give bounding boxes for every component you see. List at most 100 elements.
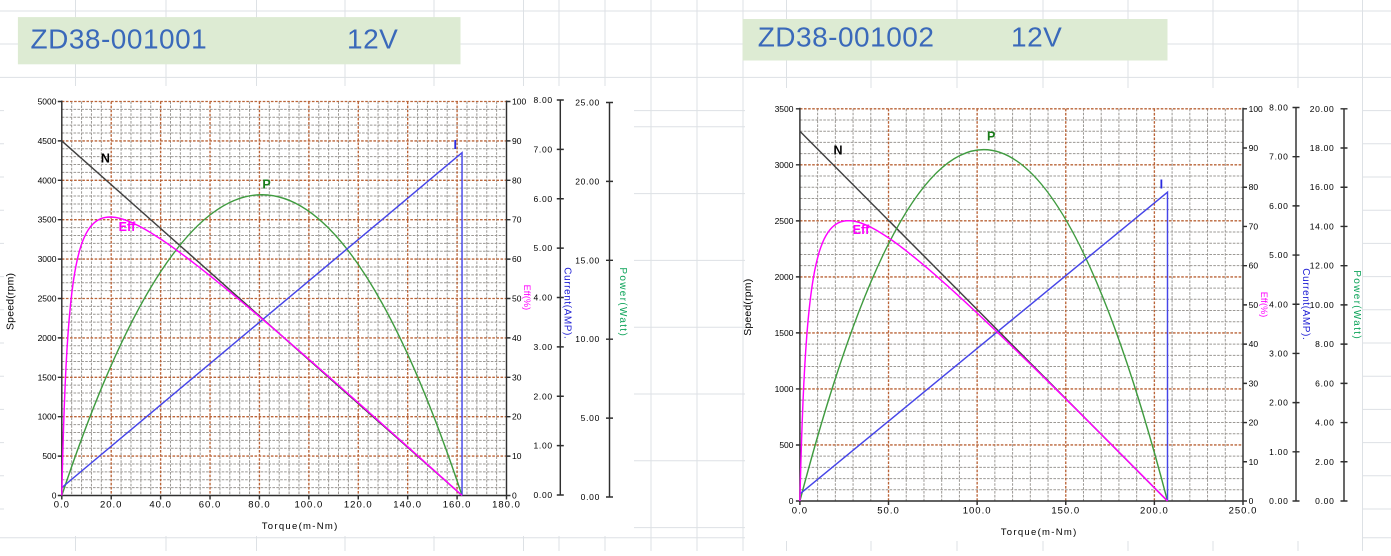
svg-text:100: 100 [512, 97, 526, 107]
svg-text:25.00: 25.00 [575, 98, 600, 108]
svg-text:180.0: 180.0 [492, 500, 521, 511]
svg-text:0.00: 0.00 [1315, 496, 1334, 506]
svg-text:6.00: 6.00 [533, 194, 552, 204]
svg-text:20.00: 20.00 [575, 176, 600, 186]
svg-text:Torque(m-Nm): Torque(m-Nm) [1001, 527, 1077, 538]
svg-text:Eff(%): Eff(%) [522, 285, 532, 311]
svg-text:90: 90 [1249, 143, 1259, 153]
svg-text:10.00: 10.00 [1310, 300, 1335, 310]
svg-text:500: 500 [779, 440, 793, 450]
svg-text:200.0: 200.0 [1140, 506, 1169, 517]
svg-text:10.00: 10.00 [575, 334, 600, 344]
svg-text:2500: 2500 [38, 294, 57, 304]
svg-text:1.00: 1.00 [1269, 447, 1288, 457]
svg-text:70: 70 [512, 215, 522, 225]
svg-text:20: 20 [512, 412, 522, 422]
svg-text:1000: 1000 [38, 412, 57, 422]
svg-text:2.00: 2.00 [1315, 457, 1334, 467]
svg-text:40: 40 [1249, 339, 1259, 349]
svg-text:1.00: 1.00 [533, 441, 552, 451]
svg-text:7.00: 7.00 [1269, 152, 1288, 162]
svg-text:4000: 4000 [38, 175, 57, 185]
svg-text:5000: 5000 [38, 97, 57, 107]
svg-text:N: N [101, 151, 110, 165]
svg-text:15.00: 15.00 [575, 255, 600, 265]
svg-text:2500: 2500 [775, 216, 794, 226]
svg-text:5.00: 5.00 [533, 243, 552, 253]
svg-text:3500: 3500 [775, 104, 794, 114]
svg-text:90: 90 [512, 136, 522, 146]
svg-text:100.0: 100.0 [963, 506, 992, 517]
svg-text:12V: 12V [347, 24, 398, 55]
svg-text:10: 10 [512, 451, 522, 461]
svg-text:12V: 12V [1011, 22, 1062, 53]
svg-text:60: 60 [512, 254, 522, 264]
svg-text:Eff: Eff [119, 220, 137, 234]
svg-text:120.0: 120.0 [344, 500, 373, 511]
svg-text:4.00: 4.00 [1315, 418, 1334, 428]
svg-text:3500: 3500 [38, 215, 57, 225]
svg-text:20: 20 [1249, 418, 1259, 428]
svg-text:60.0: 60.0 [199, 500, 222, 511]
svg-text:4.00: 4.00 [1269, 299, 1288, 309]
svg-text:250.0: 250.0 [1229, 506, 1258, 517]
svg-text:Power(Watt): Power(Watt) [1351, 270, 1362, 339]
svg-text:Current(AMP).: Current(AMP). [1300, 268, 1311, 340]
svg-text:ZD38-001001: ZD38-001001 [31, 24, 208, 55]
svg-text:4.00: 4.00 [533, 293, 552, 303]
svg-text:2000: 2000 [38, 333, 57, 343]
svg-text:140.0: 140.0 [393, 500, 422, 511]
svg-text:4500: 4500 [38, 136, 57, 146]
svg-text:80.0: 80.0 [248, 500, 271, 511]
svg-text:5.00: 5.00 [1269, 250, 1288, 260]
svg-text:14.00: 14.00 [1310, 221, 1335, 231]
svg-text:ZD38-001002: ZD38-001002 [758, 22, 935, 53]
svg-text:1500: 1500 [775, 328, 794, 338]
svg-text:Power(Watt): Power(Watt) [617, 267, 628, 336]
svg-text:Speed(rpm): Speed(rpm) [742, 279, 754, 336]
svg-text:P: P [987, 129, 995, 143]
svg-text:60: 60 [1249, 261, 1259, 271]
svg-text:80: 80 [512, 175, 522, 185]
svg-text:0.00: 0.00 [1269, 496, 1288, 506]
svg-text:6.00: 6.00 [1269, 201, 1288, 211]
svg-text:40: 40 [512, 333, 522, 343]
svg-text:40.0: 40.0 [149, 500, 172, 511]
svg-text:5.00: 5.00 [581, 413, 600, 423]
svg-text:1000: 1000 [775, 384, 794, 394]
svg-text:3000: 3000 [775, 160, 794, 170]
svg-text:100: 100 [1249, 104, 1263, 114]
svg-text:100.0: 100.0 [294, 500, 323, 511]
svg-text:8.00: 8.00 [1269, 103, 1288, 113]
svg-text:Eff: Eff [853, 223, 871, 237]
svg-text:8.00: 8.00 [533, 95, 552, 105]
svg-text:70: 70 [1249, 221, 1259, 231]
svg-text:N: N [833, 144, 842, 158]
svg-text:2.00: 2.00 [1269, 398, 1288, 408]
svg-text:30: 30 [512, 372, 522, 382]
svg-text:6.00: 6.00 [1315, 378, 1334, 388]
svg-text:P: P [262, 178, 270, 192]
svg-text:0.00: 0.00 [533, 490, 552, 500]
svg-text:80: 80 [1249, 182, 1259, 192]
svg-text:3.00: 3.00 [533, 342, 552, 352]
svg-text:Current(AMP).: Current(AMP). [562, 267, 573, 339]
svg-text:10: 10 [1249, 457, 1259, 467]
svg-text:160.0: 160.0 [443, 500, 472, 511]
svg-text:Eff(%): Eff(%) [1259, 292, 1269, 318]
svg-text:8.00: 8.00 [1315, 339, 1334, 349]
svg-text:0: 0 [789, 496, 794, 506]
svg-text:16.00: 16.00 [1310, 182, 1335, 192]
svg-text:2.00: 2.00 [533, 391, 552, 401]
svg-text:Torque(m-Nm): Torque(m-Nm) [262, 521, 338, 532]
svg-text:3.00: 3.00 [1269, 348, 1288, 358]
svg-text:50: 50 [512, 294, 522, 304]
svg-text:0.00: 0.00 [581, 492, 600, 502]
svg-text:3000: 3000 [38, 254, 57, 264]
svg-text:0.0: 0.0 [54, 500, 70, 511]
svg-text:50.0: 50.0 [877, 506, 900, 517]
svg-text:12.00: 12.00 [1310, 261, 1335, 271]
svg-text:500: 500 [42, 451, 56, 461]
svg-text:0: 0 [52, 491, 57, 501]
svg-text:20.00: 20.00 [1310, 104, 1335, 114]
